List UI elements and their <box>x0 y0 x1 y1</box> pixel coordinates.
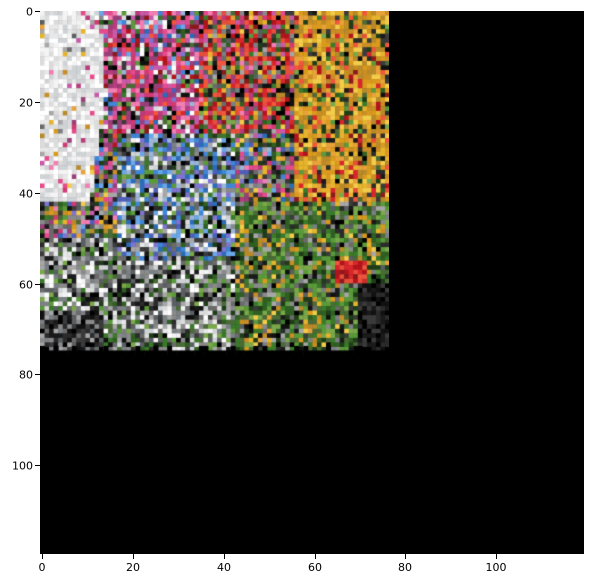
x-tick-100 <box>496 554 497 559</box>
y-tick-80 <box>35 374 40 375</box>
y-tick-label: 100 <box>12 459 33 473</box>
x-tick-0 <box>42 554 43 559</box>
y-tick-label: 60 <box>19 278 33 292</box>
pixelated-image <box>40 11 389 355</box>
y-tick-60 <box>35 284 40 285</box>
x-tick-label: 40 <box>217 561 231 574</box>
x-tick-label: 60 <box>308 561 322 574</box>
y-tick-label: 0 <box>26 5 33 19</box>
y-tick-label: 20 <box>19 96 33 110</box>
y-tick-100 <box>35 465 40 466</box>
y-tick-label: 40 <box>19 187 33 201</box>
x-tick-40 <box>224 554 225 559</box>
x-tick-label: 80 <box>398 561 412 574</box>
y-tick-0 <box>35 11 40 12</box>
x-tick-label: 100 <box>485 561 507 574</box>
x-tick-60 <box>315 554 316 559</box>
x-tick-80 <box>405 554 406 559</box>
y-tick-label: 80 <box>19 368 33 382</box>
x-tick-label: 20 <box>126 561 140 574</box>
x-tick-label: 0 <box>38 561 46 574</box>
y-tick-40 <box>35 193 40 194</box>
x-tick-20 <box>133 554 134 559</box>
y-tick-20 <box>35 102 40 103</box>
